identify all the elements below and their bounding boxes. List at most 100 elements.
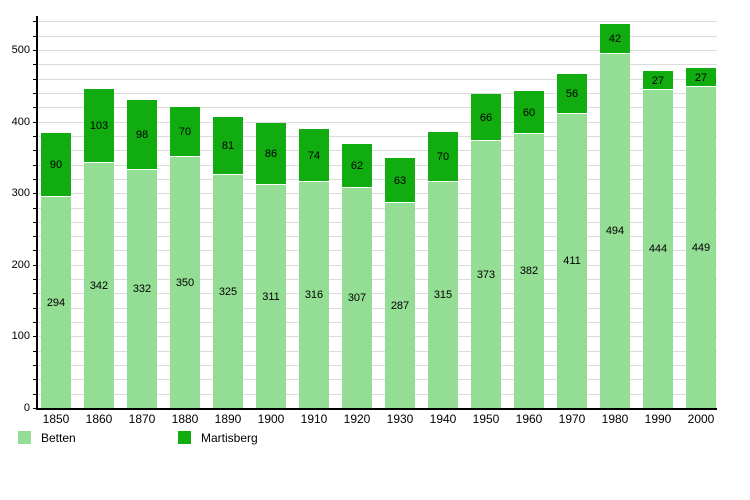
gridline-340 (38, 165, 717, 166)
y-tick-520 (33, 36, 38, 37)
x-tick-label-1860: 1860 (85, 412, 113, 426)
bar-value-betten-1940: 315 (433, 289, 453, 301)
x-tick-label-1880: 1880 (171, 412, 199, 426)
x-tick-label-1920: 1920 (343, 412, 371, 426)
bar-betten-1870 (127, 170, 157, 408)
y-tick-540 (33, 21, 38, 22)
bar-value-martisberg-1850: 90 (49, 159, 63, 171)
y-tick-420 (33, 107, 38, 108)
bar-value-martisberg-1990: 27 (651, 75, 665, 87)
y-tick-340 (33, 165, 38, 166)
y-tick-0 (33, 408, 38, 409)
bar-value-betten-1850: 294 (46, 297, 66, 309)
gridline-160 (38, 293, 717, 294)
gridline-40 (38, 379, 717, 380)
gridline-460 (38, 79, 717, 80)
legend-label-betten: Betten (41, 431, 76, 445)
bar-betten-2000 (686, 87, 716, 408)
bar-martisberg-1850 (41, 133, 71, 197)
y-tick-260 (33, 222, 38, 223)
bar-value-betten-1980: 494 (605, 225, 625, 237)
bar-betten-1940 (428, 182, 458, 408)
bar-betten-1890 (213, 175, 243, 408)
gridline-240 (38, 236, 717, 237)
bar-value-betten-1900: 311 (262, 291, 280, 303)
bar-martisberg-1970 (557, 74, 587, 114)
y-tick-20 (33, 394, 38, 395)
y-tick-label-500: 500 (11, 44, 30, 56)
y-tick-label-200: 200 (11, 259, 30, 271)
bar-betten-1920 (342, 188, 372, 408)
gridline-280 (38, 208, 717, 209)
y-tick-360 (33, 150, 38, 151)
y-tick-240 (33, 236, 38, 237)
bar-betten-1970 (557, 114, 587, 408)
gridline-500 (38, 50, 717, 51)
bar-martisberg-1890 (213, 117, 243, 175)
bar-martisberg-1900 (256, 123, 286, 185)
bar-martisberg-1870 (127, 100, 157, 170)
bar-martisberg-1940 (428, 132, 458, 182)
bar-betten-1850 (41, 197, 71, 408)
bar-value-martisberg-1920: 62 (350, 160, 364, 172)
bar-value-betten-1930: 287 (390, 300, 410, 312)
x-tick-label-1910: 1910 (300, 412, 328, 426)
gridline-60 (38, 365, 717, 366)
y-tick-140 (33, 308, 38, 309)
gridline-380 (38, 136, 717, 137)
x-tick-label-1950: 1950 (472, 412, 500, 426)
x-tick-label-1940: 1940 (429, 412, 457, 426)
bar-value-betten-1870: 332 (132, 283, 152, 295)
gridline-220 (38, 250, 717, 251)
bar-betten-1930 (385, 203, 415, 408)
bar-value-martisberg-1940: 70 (436, 151, 450, 163)
bar-betten-1950 (471, 141, 501, 408)
x-axis-line (36, 408, 717, 410)
x-tick-label-1870: 1870 (128, 412, 156, 426)
gridline-400 (38, 122, 717, 123)
bar-value-betten-1960: 382 (519, 265, 539, 277)
y-tick-label-0: 0 (23, 402, 30, 414)
bar-value-martisberg-1870: 98 (135, 129, 149, 141)
bar-value-betten-1920: 307 (347, 292, 367, 304)
bar-value-martisberg-1910: 74 (307, 150, 321, 162)
gridline-140 (38, 308, 717, 309)
bar-martisberg-1860 (84, 89, 114, 163)
y-tick-label-400: 400 (11, 116, 30, 128)
bar-betten-1960 (514, 134, 544, 408)
y-tick-500 (33, 50, 38, 51)
gridline-80 (38, 351, 717, 352)
y-tick-label-300: 300 (11, 187, 30, 199)
y-tick-300 (33, 193, 38, 194)
bar-betten-1910 (299, 182, 329, 408)
x-tick-label-1930: 1930 (386, 412, 414, 426)
y-tick-label-100: 100 (11, 330, 30, 342)
y-tick-380 (33, 136, 38, 137)
bar-martisberg-2000 (686, 68, 716, 87)
y-tick-80 (33, 351, 38, 352)
y-axis-line (36, 16, 38, 410)
bar-value-martisberg-1880: 70 (178, 126, 192, 138)
x-tick-label-1960: 1960 (515, 412, 543, 426)
y-tick-40 (33, 379, 38, 380)
y-tick-400 (33, 122, 38, 123)
x-tick-label-1980: 1980 (601, 412, 629, 426)
bar-value-betten-2000: 449 (691, 242, 711, 254)
bar-value-martisberg-1950: 66 (479, 112, 493, 124)
bar-value-betten-1970: 411 (563, 255, 581, 267)
bar-betten-1900 (256, 185, 286, 408)
bar-value-betten-1990: 444 (648, 243, 668, 255)
bar-value-betten-1880: 350 (175, 277, 195, 289)
x-tick-label-1990: 1990 (644, 412, 672, 426)
gridline-540 (38, 21, 717, 22)
legend-swatch-martisberg (178, 431, 191, 444)
y-tick-160 (33, 293, 38, 294)
bar-martisberg-1880 (170, 107, 200, 157)
bar-value-martisberg-1900: 86 (264, 148, 278, 160)
y-tick-220 (33, 250, 38, 251)
bar-value-martisberg-1970: 56 (565, 88, 579, 100)
legend-swatch-betten (18, 431, 31, 444)
bar-martisberg-1980 (600, 24, 630, 54)
bar-martisberg-1990 (643, 71, 673, 90)
